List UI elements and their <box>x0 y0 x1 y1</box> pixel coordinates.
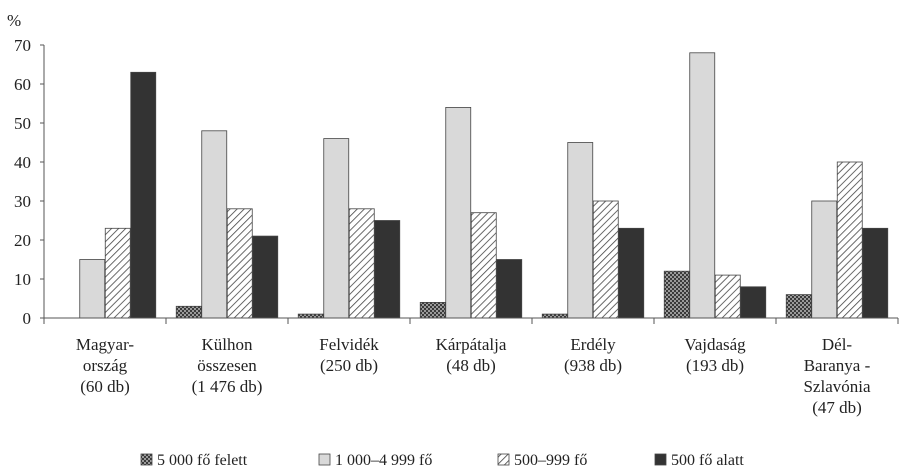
bar <box>567 142 594 319</box>
x-tick-label: Dél-Baranya -Szlavónia (47 db) <box>803 335 870 417</box>
x-tick-label: Erdély (938 db) <box>564 335 622 375</box>
x-tick-label: Kárpátalja (48 db) <box>436 335 507 375</box>
x-axis: Magyar-ország (60 db) Külhon összesen (1 476… <box>43 317 899 417</box>
legend: 5 000 fő felett 1 000–4 999 fő 500–999 fő 5… <box>140 452 744 469</box>
legend-swatch <box>318 453 331 466</box>
legend-label: 500–999 fő <box>514 452 587 469</box>
x-tick-label: Felvidék (250 db) <box>319 335 379 375</box>
bar <box>689 52 716 319</box>
bars <box>79 52 889 319</box>
bar <box>470 212 497 319</box>
bar <box>419 301 446 319</box>
legend-swatch <box>497 453 510 466</box>
bar <box>592 200 619 319</box>
legend-label: 500 fő alatt <box>671 452 744 469</box>
bar <box>714 274 741 319</box>
bar <box>130 71 157 319</box>
bar <box>348 208 375 319</box>
y-tick-label: 20 <box>14 231 31 250</box>
bar <box>785 294 812 319</box>
bar <box>541 313 568 319</box>
legend-label: 5 000 fő felett <box>157 452 248 469</box>
bar <box>740 286 767 319</box>
legend-swatch <box>140 453 153 466</box>
bar <box>104 227 131 319</box>
y-tick-label: 0 <box>23 309 32 328</box>
y-tick-label: 60 <box>14 75 31 94</box>
bar <box>862 227 889 319</box>
x-tick-label: Vajdaság (193 db) <box>684 335 746 375</box>
bar <box>618 227 645 319</box>
legend-swatch <box>654 453 667 466</box>
y-tick-label: 70 <box>14 36 31 55</box>
bar <box>297 313 324 319</box>
legend-label: 1 000–4 999 fő <box>335 452 432 469</box>
bar <box>445 107 472 319</box>
bar <box>663 270 690 319</box>
bar <box>175 305 202 319</box>
y-tick-label: 30 <box>14 192 31 211</box>
bar <box>374 220 401 319</box>
bar <box>496 259 523 319</box>
bar <box>201 130 228 319</box>
bar <box>79 259 106 319</box>
bar <box>836 161 863 319</box>
y-axis-unit-label: % <box>7 11 21 30</box>
bar <box>252 235 279 319</box>
bar <box>226 208 253 319</box>
bar <box>323 138 350 319</box>
y-axis: 0 10 20 30 40 50 60 70 <box>14 36 45 328</box>
y-tick-label: 10 <box>14 270 31 289</box>
y-tick-label: 50 <box>14 114 31 133</box>
bar <box>811 200 838 319</box>
x-tick-label: Külhon összesen (1 476 db) <box>192 335 263 396</box>
x-tick-label: Magyar-ország (60 db) <box>76 335 135 396</box>
y-tick-label: 40 <box>14 153 31 172</box>
